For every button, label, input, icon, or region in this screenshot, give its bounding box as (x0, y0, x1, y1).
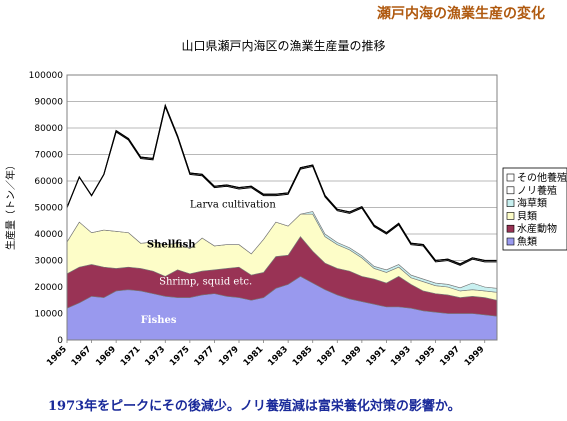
x-tick-label: 1987 (315, 344, 339, 368)
x-tick-label: 1993 (389, 344, 413, 368)
slide-header: 瀬戸内海の漁業生産の変化 (377, 6, 545, 22)
legend-entry: 水産動物 (517, 222, 557, 235)
x-tick-label: 1973 (143, 344, 167, 368)
x-tick-label: 1989 (340, 344, 364, 368)
legend-swatch (506, 224, 515, 233)
legend-entry: ノリ養殖 (517, 184, 557, 197)
legend-entry: 魚類 (517, 235, 537, 248)
legend-box (502, 167, 567, 251)
legend-entry: その他養殖 (517, 171, 567, 184)
x-tick-label: 1979 (217, 344, 241, 368)
y-tick-label: 80000 (34, 124, 63, 134)
legend-swatch (506, 212, 515, 220)
legend-swatch (506, 199, 515, 207)
y-tick-label: 60000 (34, 177, 63, 187)
legend-entry: 貝類 (517, 210, 537, 222)
x-tick-label: 1981 (242, 344, 266, 368)
x-tick-label: 1971 (119, 344, 143, 368)
y-tick-label: 50000 (34, 204, 63, 214)
x-tick-label: 1999 (463, 344, 487, 368)
legend-swatch (506, 186, 515, 195)
y-tick-labels: 0 10000 20000 30000 40000 50000 60000 70000 8000… (29, 71, 64, 346)
annotations: Larva cultivation Shellfish Shrimp, squid … (141, 200, 277, 326)
x-tick-label: 1965 (45, 344, 69, 368)
y-tick-label: 30000 (34, 257, 63, 267)
annotation-label: Shrimp, squid etc. (159, 276, 252, 287)
y-tick-label: 0 (57, 336, 63, 346)
annotation-label: Shellfish (147, 239, 196, 250)
x-tick-label: 1967 (70, 344, 94, 368)
y-tick-label: 90000 (34, 98, 63, 108)
legend-entry: 海草類 (517, 197, 547, 210)
total-line (66, 103, 497, 265)
y-axis-label: 生産量（トン／年） (4, 160, 17, 250)
y-tick-label: 20000 (34, 283, 63, 293)
x-tick-label: 1969 (94, 344, 118, 368)
x-tick-label: 1977 (192, 344, 216, 368)
x-tick-labels: 1965 1967 1969 1971 1973 1975 1977 1979 1981 1983… (45, 340, 487, 368)
stacked-areas (66, 103, 498, 341)
chart-title: 山口県瀬戸内海区の漁業生産量の推移 (181, 39, 386, 53)
y-tick-label: 70000 (34, 151, 63, 161)
x-tick-label: 1997 (438, 344, 462, 368)
y-tick-label: 10000 (34, 310, 63, 320)
plot-border (66, 74, 498, 341)
annotation-label: Fishes (141, 315, 177, 326)
legend-swatch (506, 237, 515, 246)
x-tick-label: 1983 (266, 344, 290, 368)
x-tick-label: 1995 (414, 344, 438, 368)
x-tick-label: 1991 (364, 344, 388, 368)
y-tick-label: 40000 (34, 230, 63, 240)
annotation-label: Larva cultivation (190, 200, 276, 211)
x-tick-label: 1975 (168, 344, 192, 368)
caption: 1973年をピークにその後減少。ノリ養殖減は富栄養化対策の影響か。 (48, 399, 461, 414)
legend-swatch (506, 173, 515, 182)
x-tick-label: 1985 (291, 344, 315, 368)
y-tick-label: 100000 (29, 71, 64, 81)
